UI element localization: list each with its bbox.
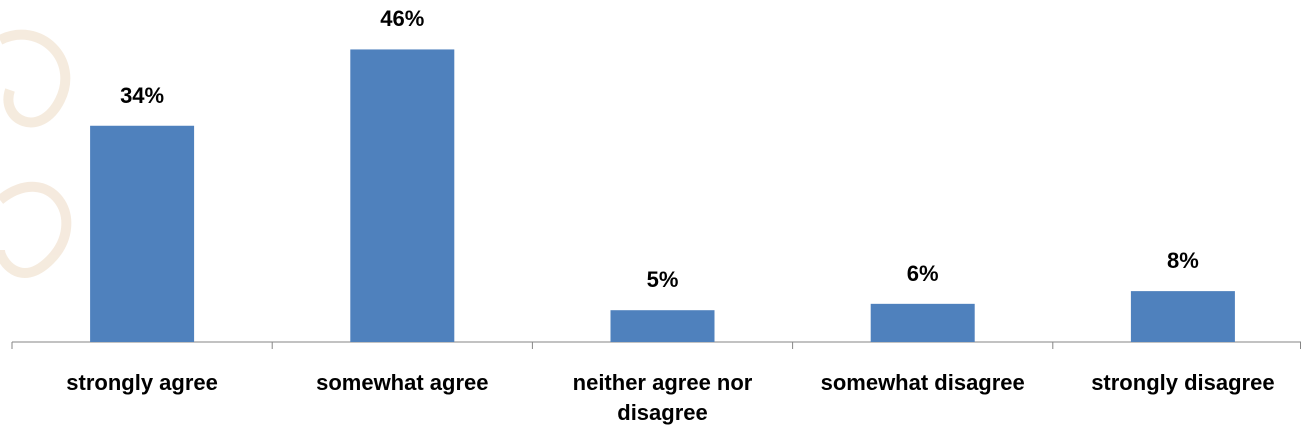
bar	[90, 125, 195, 342]
value-label: 6%	[906, 260, 939, 286]
swirl	[0, 181, 72, 278]
bar	[610, 310, 715, 342]
background-ornament	[0, 29, 72, 278]
value-label: 5%	[646, 267, 679, 293]
bar	[870, 303, 975, 342]
bar	[1130, 291, 1235, 342]
value-label: 46%	[380, 6, 425, 32]
value-label: 34%	[120, 82, 165, 108]
swirl	[0, 29, 71, 128]
x-tick-label: strongly agree	[66, 370, 218, 395]
x-tick-label: somewhat disagree	[820, 370, 1025, 395]
bar	[350, 49, 455, 342]
x-tick-label: somewhat agree	[316, 370, 489, 395]
value-label: 8%	[1166, 248, 1199, 274]
x-tick-label: strongly disagree	[1091, 370, 1275, 395]
x-tick-label: neither agree nor disagree	[572, 370, 753, 425]
